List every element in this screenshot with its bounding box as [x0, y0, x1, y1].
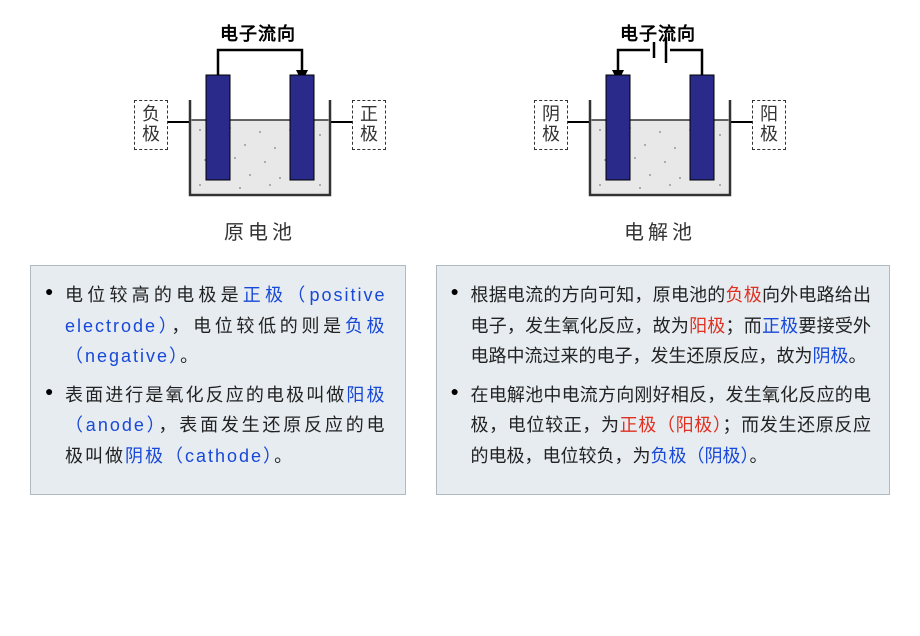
lb2-post: 。 — [274, 446, 294, 466]
left-bullet-2: 表面进行是氧化反应的电极叫做阳极（anode），表面发生还原反应的电极叫做阴极（… — [37, 380, 387, 472]
galvanic-caption: 原电池 — [224, 216, 296, 245]
right-bullet-2: 在电解池中电流方向刚好相反，发生氧化反应的电极，电位较正，为正极（阳极）；而发生… — [443, 380, 872, 472]
left-side-label-galvanic: 负极 — [134, 100, 168, 150]
rb2-t3: 。 — [750, 446, 768, 466]
rb1-b1: 正极 — [762, 316, 798, 336]
text-row: 电位较高的电极是正极（positive electrode），电位较低的则是负极… — [0, 255, 920, 495]
rb2-b1: 负极（阴极） — [651, 446, 750, 466]
info-box-right: 根据电流的方向可知，原电池的负极向外电路给出电子，发生氧化反应，故为阳极；而正极… — [436, 265, 891, 495]
right-side-label-electrolytic: 阳极 — [752, 100, 786, 150]
lb1-pre: 电位较高的电极是 — [65, 285, 243, 305]
galvanic-cell-svg-container: 电子流向 负极 正极 — [120, 20, 400, 210]
electrolytic-cell-svg-container: 电子流向 阴极 阳极 — [520, 20, 800, 210]
right-side-label-text-2: 阳极 — [760, 104, 778, 144]
right-side-label-text: 正极 — [360, 104, 378, 144]
rb2-r1: 正极（阳极） — [620, 415, 723, 435]
rb1-r2: 阳极 — [689, 316, 725, 336]
flow-label-right: 电子流向 — [620, 20, 696, 46]
rb1-t5: 。 — [849, 346, 867, 366]
rb1-b2: 阴极 — [813, 346, 849, 366]
right-bullet-1: 根据电流的方向可知，原电池的负极向外电路给出电子，发生氧化反应，故为阳极；而正极… — [443, 280, 872, 372]
rb1-r1: 负极 — [726, 285, 762, 305]
right-side-label-galvanic: 正极 — [352, 100, 386, 150]
lb2-pre: 表面进行是氧化反应的电极叫做 — [65, 385, 346, 405]
info-box-left: 电位较高的电极是正极（positive electrode），电位较低的则是负极… — [30, 265, 406, 495]
lb1-post: 。 — [180, 346, 200, 366]
left-side-label-text: 负极 — [142, 104, 160, 144]
lb2-em2: 阴极（cathode） — [125, 446, 274, 466]
diagrams-row: 电子流向 负极 正极 — [0, 0, 920, 255]
rb1-t1: 根据电流的方向可知，原电池的 — [471, 285, 726, 305]
lb1-mid: ，电位较低的则是 — [171, 316, 344, 336]
flow-label-left: 电子流向 — [220, 20, 296, 46]
rb1-t3: ；而 — [726, 316, 762, 336]
galvanic-cell-diagram: 电子流向 负极 正极 — [120, 20, 400, 245]
electrolytic-cell-diagram: 电子流向 阴极 阳极 — [520, 20, 800, 245]
electrolytic-caption: 电解池 — [624, 216, 696, 245]
left-side-label-electrolytic: 阴极 — [534, 100, 568, 150]
left-side-label-text-2: 阴极 — [542, 104, 560, 144]
left-bullet-1: 电位较高的电极是正极（positive electrode），电位较低的则是负极… — [37, 280, 387, 372]
